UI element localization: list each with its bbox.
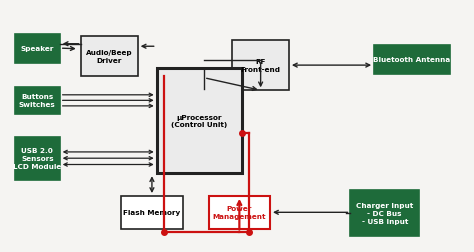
Bar xyxy=(374,46,450,75)
Text: USB 2.0
Sensors
LCD Module: USB 2.0 Sensors LCD Module xyxy=(13,148,62,169)
Bar xyxy=(156,68,242,174)
Bar xyxy=(15,137,60,180)
Text: Buttons
Switches: Buttons Switches xyxy=(19,94,56,108)
Text: Speaker: Speaker xyxy=(21,46,54,52)
Bar xyxy=(81,37,138,77)
Bar xyxy=(15,35,60,63)
Bar xyxy=(209,196,270,229)
Text: Audio/Beep
Driver: Audio/Beep Driver xyxy=(86,50,133,64)
Text: Charger Input
- DC Bus
- USB Input: Charger Input - DC Bus - USB Input xyxy=(356,202,413,224)
Text: Bluetooth Antenna: Bluetooth Antenna xyxy=(373,57,450,63)
Bar xyxy=(121,196,182,229)
Text: RF
Front-end: RF Front-end xyxy=(241,59,281,73)
Bar xyxy=(232,41,289,91)
Bar xyxy=(15,87,60,115)
Text: μProcessor
(Control Unit): μProcessor (Control Unit) xyxy=(171,114,228,128)
Bar xyxy=(350,190,419,236)
Text: Flash Memory: Flash Memory xyxy=(123,209,181,215)
Text: Power
Management: Power Management xyxy=(213,206,266,219)
